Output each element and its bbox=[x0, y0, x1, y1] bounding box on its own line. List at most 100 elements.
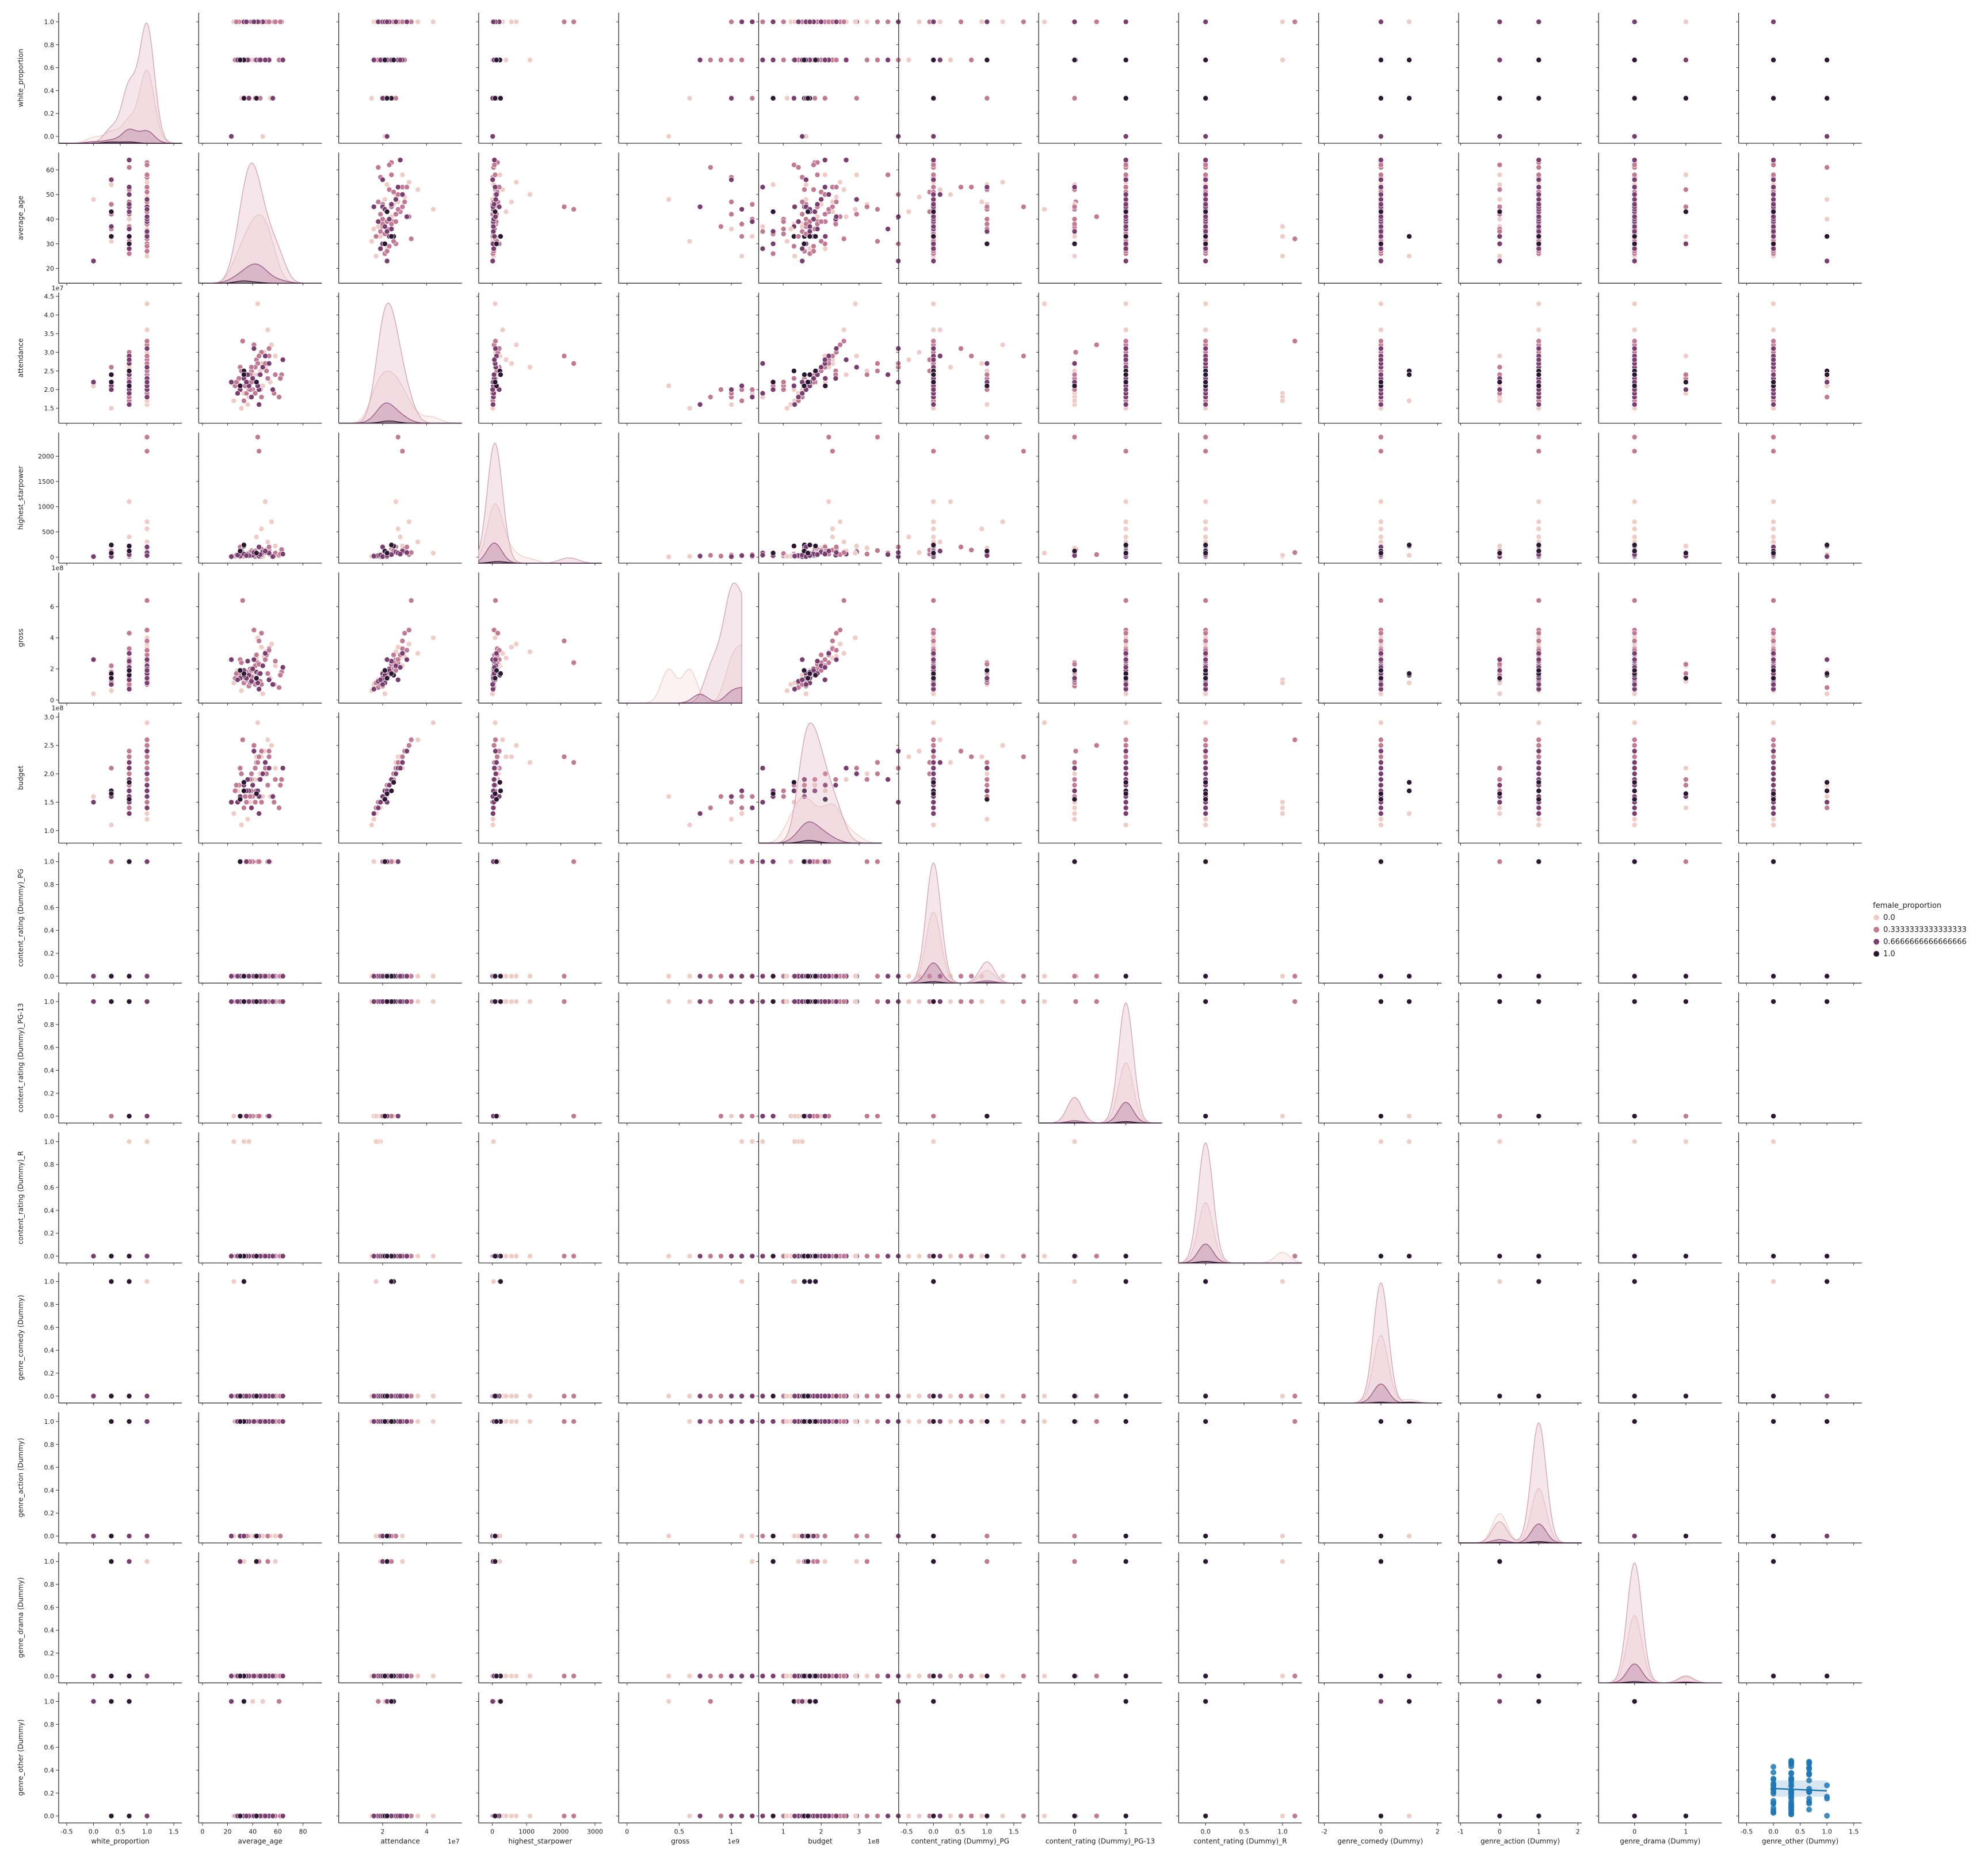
scatter-point bbox=[792, 553, 797, 559]
scatter-point bbox=[1203, 402, 1208, 407]
scatter-point bbox=[382, 224, 387, 229]
scatter-point bbox=[958, 19, 963, 24]
scatter-point bbox=[127, 226, 132, 231]
scatter-point bbox=[985, 434, 990, 440]
scatter-point bbox=[718, 58, 723, 63]
scatter-point bbox=[1378, 224, 1383, 229]
scatter-point bbox=[854, 212, 859, 217]
panel-0-7 bbox=[1036, 13, 1162, 146]
panel-3-12 bbox=[1737, 433, 1862, 566]
scatter-point bbox=[1072, 241, 1077, 246]
scatter-point bbox=[1825, 395, 1830, 400]
scatter-point bbox=[1632, 434, 1637, 440]
scatter-point bbox=[251, 657, 257, 662]
scatter-point bbox=[739, 398, 745, 403]
scatter-point bbox=[144, 162, 150, 167]
scatter-point bbox=[1378, 58, 1383, 63]
scatter-point bbox=[273, 659, 278, 664]
y-axis-label: attendance bbox=[17, 338, 25, 377]
scatter-point bbox=[430, 19, 436, 24]
scatter-point bbox=[1632, 301, 1637, 306]
scatter-point bbox=[144, 229, 150, 234]
scatter-point bbox=[708, 553, 713, 558]
scatter-point bbox=[1536, 449, 1541, 454]
scatter-point bbox=[144, 628, 150, 633]
scatter-point bbox=[278, 376, 283, 381]
scatter-point bbox=[792, 58, 797, 63]
scatter-point bbox=[1632, 449, 1637, 454]
scatter-point bbox=[802, 372, 807, 377]
scatter-point bbox=[562, 353, 567, 358]
scatter-point bbox=[770, 387, 776, 392]
scatter-point bbox=[490, 133, 495, 139]
scatter-point bbox=[834, 58, 839, 63]
scatter-point bbox=[875, 19, 880, 24]
scatter-point bbox=[280, 552, 285, 557]
scatter-point bbox=[400, 204, 405, 209]
scatter-point bbox=[235, 677, 240, 682]
scatter-point bbox=[875, 368, 880, 373]
panel-3-9 bbox=[1317, 433, 1442, 566]
scatter-point bbox=[1536, 526, 1541, 532]
scatter-point bbox=[781, 219, 786, 224]
scatter-point bbox=[259, 631, 264, 636]
scatter-point bbox=[493, 346, 498, 351]
scatter-point bbox=[389, 543, 394, 548]
scatter-point bbox=[728, 554, 734, 559]
scatter-point bbox=[373, 234, 379, 239]
scatter-point bbox=[1536, 301, 1541, 306]
scatter-point bbox=[127, 209, 132, 214]
panel-2-3 bbox=[476, 293, 602, 426]
scatter-point bbox=[395, 434, 400, 440]
scatter-point bbox=[750, 387, 755, 392]
scatter-point bbox=[144, 434, 150, 440]
scatter-point bbox=[1072, 221, 1077, 227]
scatter-point bbox=[493, 209, 498, 214]
scatter-point bbox=[384, 249, 390, 254]
scatter-point bbox=[1123, 158, 1128, 163]
scatter-point bbox=[527, 192, 532, 197]
scatter-point bbox=[833, 376, 838, 381]
y-tick-label: 2000 bbox=[38, 453, 54, 460]
scatter-point bbox=[791, 383, 796, 388]
scatter-point bbox=[258, 58, 263, 63]
scatter-point bbox=[739, 383, 745, 388]
scatter-point bbox=[254, 534, 259, 540]
scatter-point bbox=[109, 209, 114, 214]
panel-1-4 bbox=[616, 152, 1298, 285]
scatter-point bbox=[802, 187, 807, 192]
y-tick-label: 1500 bbox=[38, 478, 54, 486]
scatter-point bbox=[1123, 234, 1128, 239]
panel-3-7 bbox=[1036, 433, 1162, 566]
scatter-point bbox=[906, 209, 911, 214]
scatter-point bbox=[985, 204, 990, 209]
scatter-point bbox=[1378, 229, 1383, 234]
scatter-point bbox=[834, 185, 839, 190]
scatter-point bbox=[406, 641, 411, 647]
scatter-point bbox=[144, 234, 150, 239]
scatter-point bbox=[1770, 246, 1776, 251]
scatter-point bbox=[1203, 197, 1208, 202]
scatter-point bbox=[937, 19, 943, 24]
scatter-point bbox=[864, 372, 869, 377]
scatter-point bbox=[1536, 95, 1541, 101]
scatter-point bbox=[400, 192, 405, 197]
scatter-point bbox=[144, 249, 150, 254]
scatter-point bbox=[811, 216, 816, 221]
scatter-point bbox=[144, 544, 150, 549]
scatter-point bbox=[844, 357, 849, 362]
scatter-point bbox=[387, 162, 392, 167]
scatter-point bbox=[812, 95, 818, 101]
scatter-point bbox=[931, 499, 936, 504]
scatter-point bbox=[1770, 172, 1776, 177]
scatter-point bbox=[1378, 241, 1383, 246]
scatter-point bbox=[1632, 346, 1637, 351]
scatter-point bbox=[1770, 402, 1776, 407]
scatter-point bbox=[1536, 246, 1541, 251]
scatter-point bbox=[937, 327, 943, 333]
scatter-point bbox=[380, 177, 385, 182]
scatter-point bbox=[1407, 543, 1412, 548]
scatter-point bbox=[400, 449, 405, 454]
scatter-point bbox=[376, 165, 381, 170]
